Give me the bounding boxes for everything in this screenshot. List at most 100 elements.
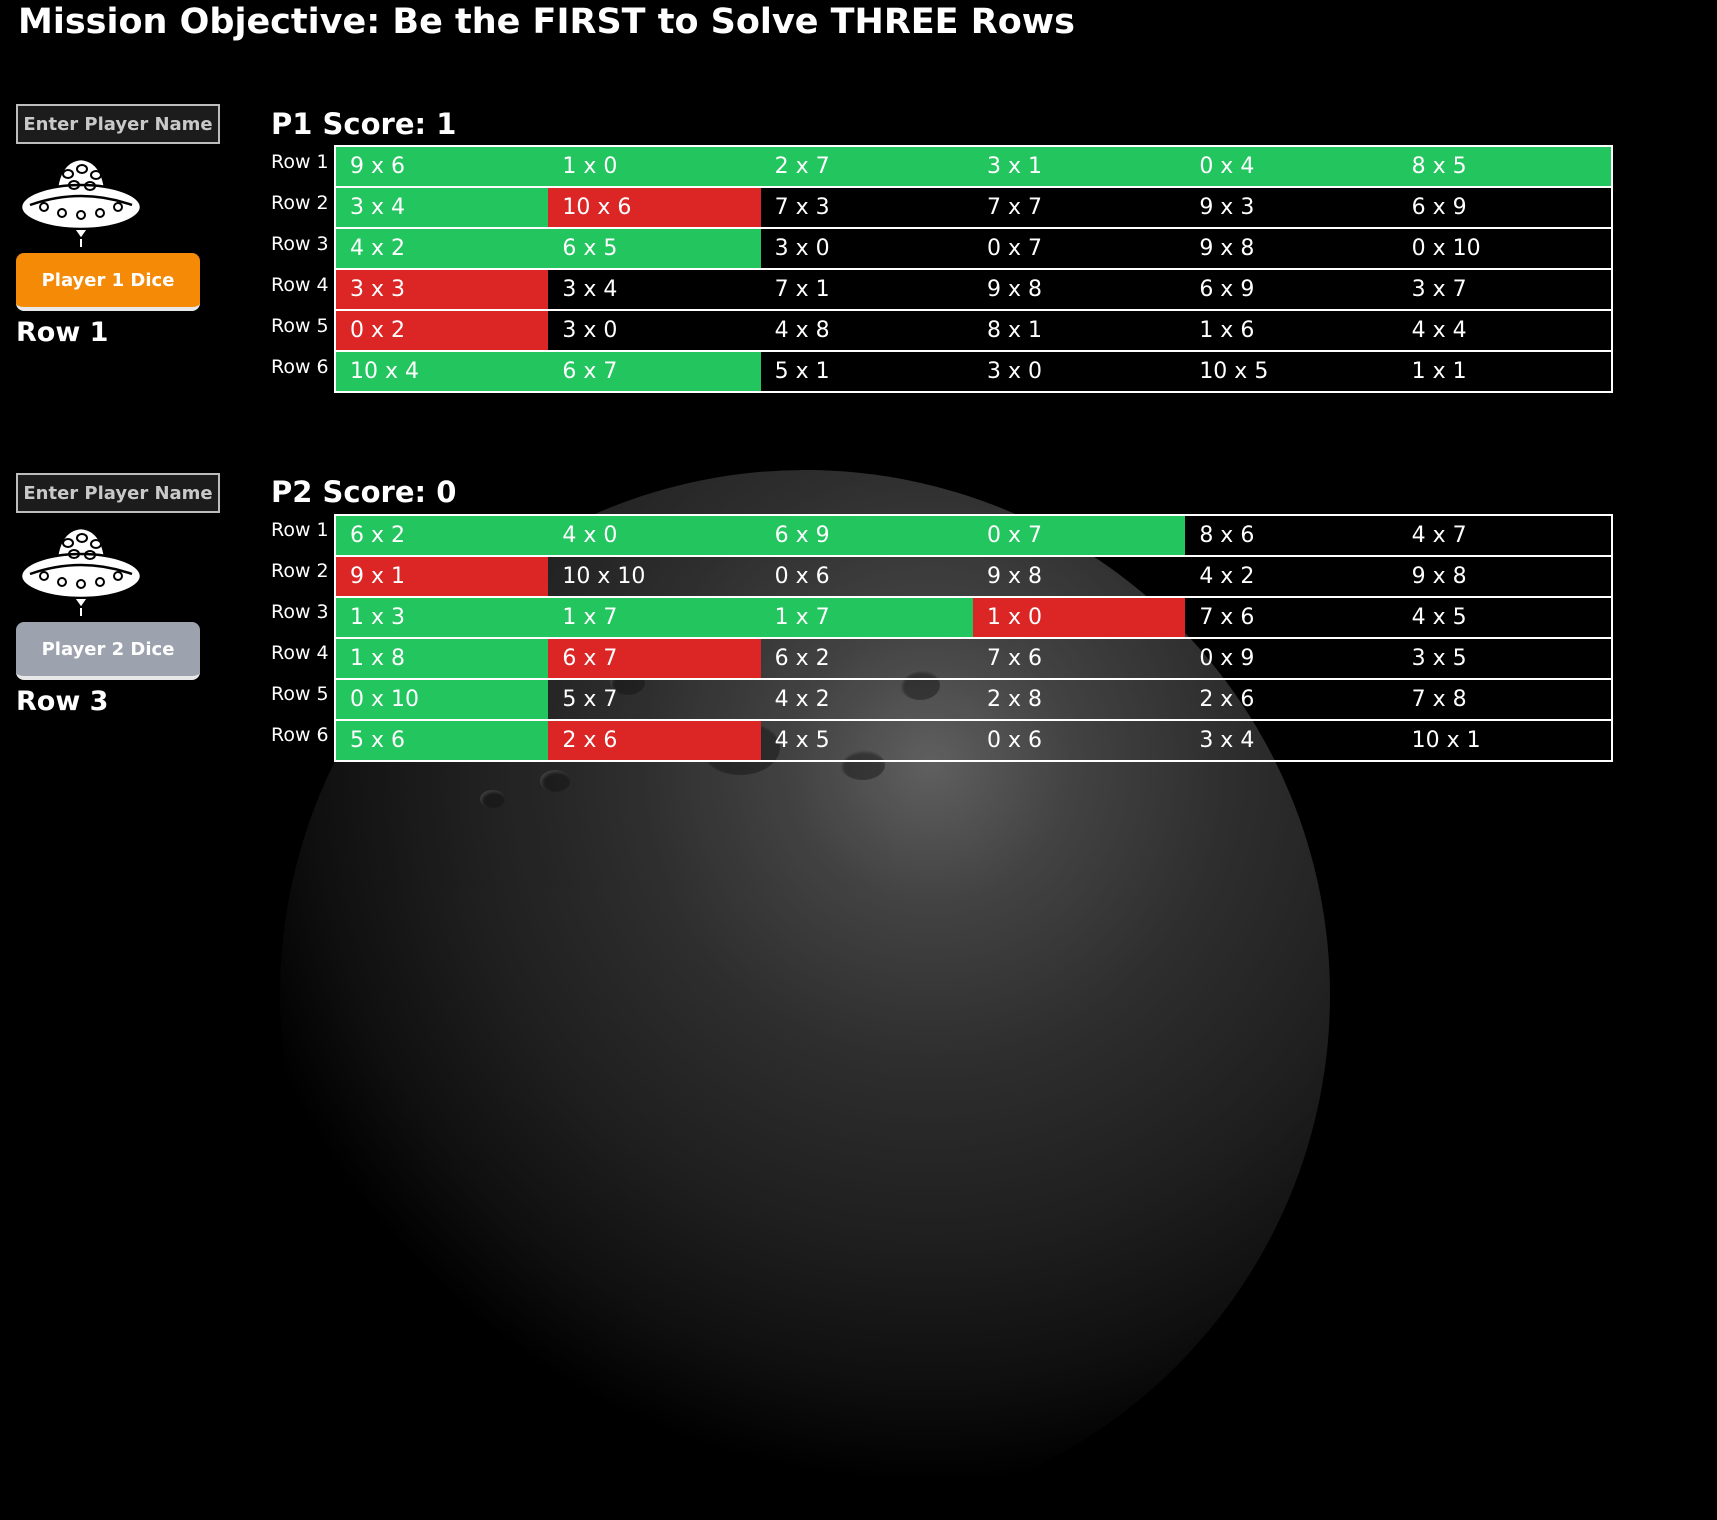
row-label: Row 5 bbox=[271, 315, 329, 337]
problem-cell[interactable]: 2 x 7 bbox=[760, 147, 973, 186]
problem-cell[interactable]: 9 x 8 bbox=[1199, 236, 1255, 261]
problem-cell[interactable]: 3 x 5 bbox=[1411, 646, 1467, 671]
problem-cell[interactable]: 0 x 4 bbox=[1185, 147, 1398, 186]
problem-cell[interactable]: 6 x 9 bbox=[1411, 195, 1467, 220]
problem-cell[interactable]: 7 x 6 bbox=[986, 646, 1042, 671]
problem-cell[interactable]: 1 x 7 bbox=[760, 598, 973, 637]
problem-cell[interactable]: 6 x 5 bbox=[548, 229, 761, 268]
problem-cell[interactable]: 7 x 7 bbox=[986, 195, 1042, 220]
row-label: Row 3 bbox=[271, 601, 329, 623]
problem-cell[interactable]: 10 x 1 bbox=[1411, 728, 1481, 753]
problem-cell[interactable]: 4 x 4 bbox=[1411, 318, 1467, 343]
problem-cell[interactable]: 3 x 3 bbox=[336, 270, 549, 309]
player-2-name-input[interactable] bbox=[16, 473, 220, 513]
problem-cell[interactable]: 1 x 6 bbox=[1199, 318, 1255, 343]
player-2-dice-button[interactable]: Player 2 Dice bbox=[16, 622, 200, 680]
problem-cell[interactable]: 6 x 9 bbox=[760, 516, 973, 555]
problem-cell[interactable]: 8 x 6 bbox=[1199, 523, 1255, 548]
problem-cell[interactable]: 4 x 2 bbox=[336, 229, 549, 268]
problem-cell[interactable]: 9 x 8 bbox=[986, 277, 1042, 302]
problem-cell[interactable]: 9 x 3 bbox=[1199, 195, 1255, 220]
problem-cell[interactable]: 3 x 0 bbox=[986, 359, 1042, 384]
problem-cell[interactable]: 4 x 2 bbox=[1199, 564, 1255, 589]
problem-cell[interactable]: 10 x 6 bbox=[548, 188, 761, 227]
problem-cell[interactable]: 7 x 3 bbox=[774, 195, 830, 220]
player-1-current-row: Row 1 bbox=[16, 317, 109, 348]
row-label: Row 2 bbox=[271, 192, 329, 214]
player-2-current-row: Row 3 bbox=[16, 686, 109, 717]
problem-cell[interactable]: 3 x 7 bbox=[1411, 277, 1467, 302]
mission-title: Mission Objective: Be the FIRST to Solve… bbox=[18, 2, 1075, 42]
problem-cell[interactable]: 2 x 6 bbox=[548, 721, 761, 760]
problem-cell[interactable]: 9 x 8 bbox=[1411, 564, 1467, 589]
problem-cell[interactable]: 5 x 7 bbox=[562, 687, 618, 712]
problem-cell[interactable]: 6 x 9 bbox=[1199, 277, 1255, 302]
problem-cell[interactable]: 10 x 10 bbox=[562, 564, 646, 589]
problem-cell[interactable]: 1 x 0 bbox=[548, 147, 761, 186]
problem-cell[interactable]: 0 x 7 bbox=[972, 516, 1186, 555]
problem-cell[interactable]: 4 x 5 bbox=[774, 728, 830, 753]
problem-cell[interactable]: 8 x 5 bbox=[1397, 147, 1611, 186]
problem-cell[interactable]: 8 x 1 bbox=[986, 318, 1042, 343]
player-1-name-input[interactable] bbox=[16, 104, 220, 144]
problem-cell[interactable]: 0 x 6 bbox=[774, 564, 830, 589]
problem-cell[interactable]: 7 x 6 bbox=[1199, 605, 1255, 630]
problem-cell[interactable]: 3 x 4 bbox=[336, 188, 549, 227]
problem-cell[interactable]: 1 x 8 bbox=[336, 639, 549, 678]
problem-cell[interactable]: 9 x 8 bbox=[986, 564, 1042, 589]
problem-cell[interactable]: 0 x 2 bbox=[336, 311, 549, 350]
problem-cell[interactable]: 5 x 1 bbox=[774, 359, 830, 384]
problem-cell[interactable]: 7 x 1 bbox=[774, 277, 830, 302]
row-label: Row 1 bbox=[271, 519, 329, 541]
row-label: Row 4 bbox=[271, 642, 329, 664]
problem-cell[interactable]: 4 x 2 bbox=[774, 687, 830, 712]
problem-cell[interactable]: 2 x 6 bbox=[1199, 687, 1255, 712]
problem-cell[interactable]: 9 x 1 bbox=[336, 557, 549, 596]
problem-cell[interactable]: 6 x 2 bbox=[774, 646, 830, 671]
problem-cell[interactable]: 0 x 7 bbox=[986, 236, 1042, 261]
problem-cell[interactable]: 6 x 7 bbox=[548, 352, 761, 391]
row-label: Row 4 bbox=[271, 274, 329, 296]
player-1-dice-button[interactable]: Player 1 Dice bbox=[16, 253, 200, 311]
problem-cell[interactable]: 9 x 6 bbox=[336, 147, 549, 186]
player-1-panel: Player 1 Dice Row 1 bbox=[16, 104, 221, 348]
problem-cell[interactable]: 0 x 10 bbox=[1411, 236, 1481, 261]
player-2-panel: Player 2 Dice Row 3 bbox=[16, 473, 221, 717]
problem-cell[interactable]: 2 x 8 bbox=[986, 687, 1042, 712]
problem-cell[interactable]: 7 x 8 bbox=[1411, 687, 1467, 712]
problem-cell[interactable]: 0 x 10 bbox=[336, 680, 549, 719]
problem-cell[interactable]: 10 x 5 bbox=[1199, 359, 1269, 384]
problem-cell[interactable]: 0 x 6 bbox=[986, 728, 1042, 753]
problem-cell[interactable]: 0 x 9 bbox=[1199, 646, 1255, 671]
problem-cell[interactable]: 3 x 4 bbox=[562, 277, 618, 302]
problem-cell[interactable]: 1 x 0 bbox=[972, 598, 1186, 637]
problem-cell[interactable]: 1 x 7 bbox=[548, 598, 761, 637]
problem-cell[interactable]: 6 x 7 bbox=[548, 639, 761, 678]
problem-cell[interactable]: 4 x 0 bbox=[548, 516, 761, 555]
problem-cell[interactable]: 4 x 7 bbox=[1411, 523, 1467, 548]
problem-cell[interactable]: 4 x 8 bbox=[774, 318, 830, 343]
grid-row: 3 x 4 10 x 6 7 x 3 7 x 7 9 x 3 6 x 9 bbox=[336, 188, 1611, 229]
problem-cell[interactable]: 5 x 6 bbox=[336, 721, 549, 760]
player-1-score: P1 Score: 1 bbox=[271, 107, 457, 141]
problem-cell[interactable]: 3 x 4 bbox=[1199, 728, 1255, 753]
problem-cell[interactable]: 3 x 0 bbox=[562, 318, 618, 343]
problem-cell[interactable]: 1 x 1 bbox=[1411, 359, 1467, 384]
row-label: Row 6 bbox=[271, 356, 329, 378]
problem-cell[interactable]: 3 x 1 bbox=[972, 147, 1186, 186]
row-label: Row 5 bbox=[271, 683, 329, 705]
row-label: Row 1 bbox=[271, 151, 329, 173]
problem-cell[interactable]: 4 x 5 bbox=[1411, 605, 1467, 630]
problem-cell[interactable]: 3 x 0 bbox=[774, 236, 830, 261]
problem-cell[interactable]: 6 x 2 bbox=[336, 516, 549, 555]
problem-cell[interactable]: 10 x 4 bbox=[336, 352, 549, 391]
problem-cell[interactable]: 1 x 3 bbox=[336, 598, 549, 637]
